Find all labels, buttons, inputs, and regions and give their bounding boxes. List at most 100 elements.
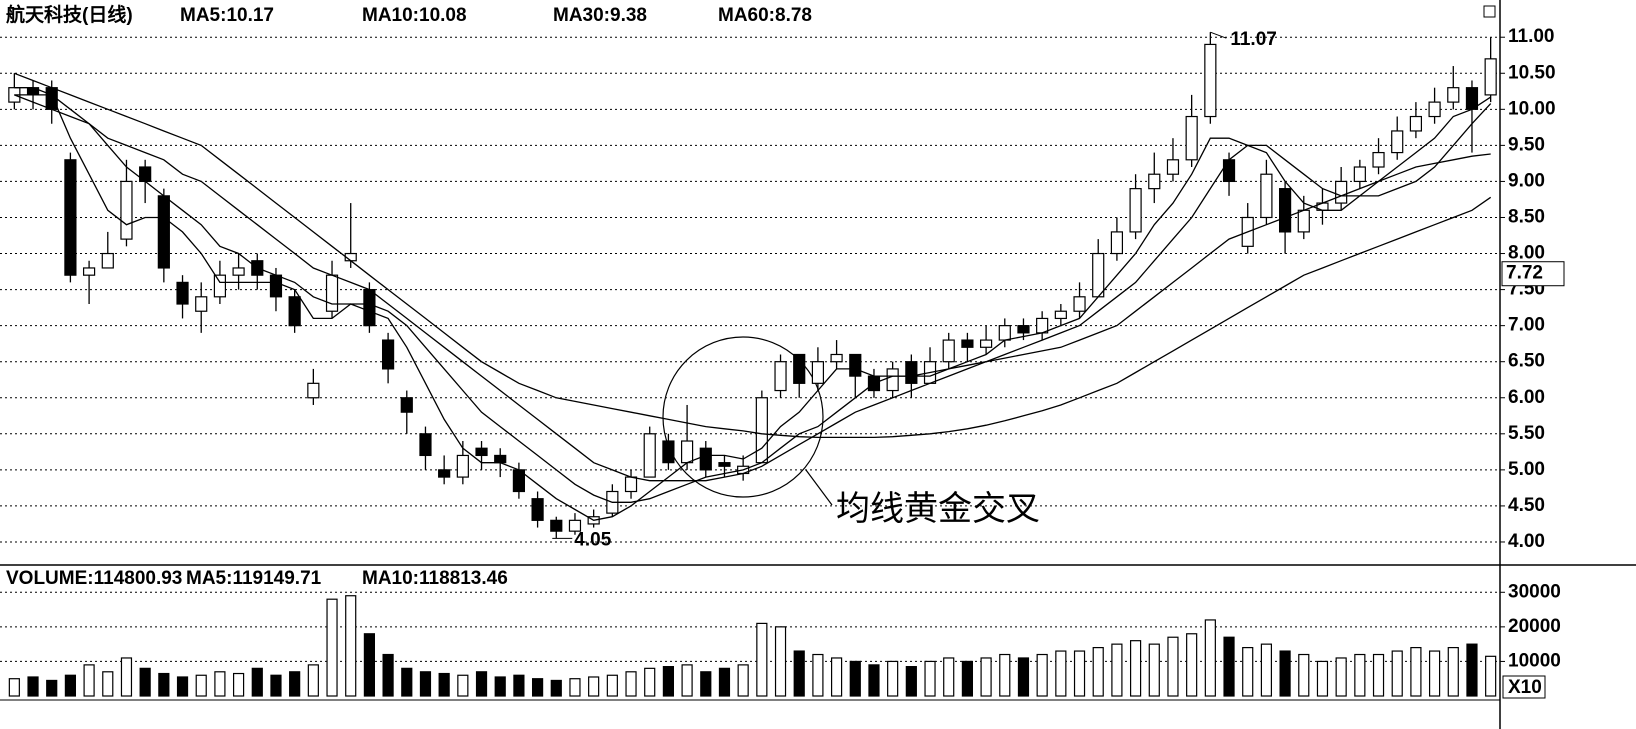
candle-body xyxy=(1447,87,1460,103)
candle-body xyxy=(1484,58,1497,96)
volume-bar xyxy=(644,667,656,697)
volume-bar xyxy=(1372,653,1385,697)
volume-bar xyxy=(1391,650,1403,697)
high-pointer xyxy=(1210,31,1227,39)
candle-body xyxy=(1222,159,1236,183)
candle-body xyxy=(1335,180,1348,204)
volume-bar xyxy=(1316,660,1329,697)
volume-bar xyxy=(830,657,843,697)
volume-bar xyxy=(718,667,731,697)
volume-bar xyxy=(195,674,207,697)
y-tick-label: 5.00 xyxy=(1508,459,1545,480)
volume-bar xyxy=(1242,646,1254,697)
volume-bar xyxy=(868,664,880,697)
candle-body xyxy=(82,267,96,276)
volume-bar xyxy=(1447,646,1459,697)
volume-bar xyxy=(326,598,338,697)
candle-body xyxy=(1185,115,1198,161)
volume-header: MA5:119149.71 xyxy=(186,568,322,589)
y-tick-label: 11.00 xyxy=(1508,26,1555,47)
volume-bar xyxy=(345,595,357,697)
volume-header: VOLUME:114800.93 xyxy=(6,568,182,589)
y-tick-label: 9.00 xyxy=(1508,170,1545,191)
volume-bar xyxy=(1260,643,1273,697)
volume-bar xyxy=(1129,640,1142,697)
volume-bar xyxy=(961,660,974,697)
candle-body xyxy=(624,476,638,493)
volume-bar xyxy=(905,666,917,697)
candle-body xyxy=(830,353,843,363)
volume-bar xyxy=(700,671,712,697)
volume-bar xyxy=(1466,643,1478,697)
volume-bar xyxy=(1298,653,1310,697)
volume-bar xyxy=(120,657,133,697)
volume-bar xyxy=(382,653,394,697)
annotation-pointer xyxy=(805,469,833,506)
volume-bar xyxy=(531,678,544,697)
candle-body xyxy=(755,397,768,464)
volume-bar xyxy=(158,672,170,697)
volume-bar xyxy=(1204,619,1216,697)
volume-bar xyxy=(1167,636,1179,697)
candle-body xyxy=(1353,166,1366,183)
volume-bar xyxy=(251,667,263,697)
volume-bar xyxy=(270,674,282,697)
volume-bar xyxy=(1485,655,1497,697)
volume-bar xyxy=(550,679,562,697)
volume-bar xyxy=(1279,650,1291,697)
candle-body xyxy=(213,274,227,298)
candle-body xyxy=(1260,173,1273,219)
candle-body xyxy=(1148,173,1161,190)
candle-body xyxy=(232,267,245,276)
candle-body xyxy=(381,339,395,370)
candle-body xyxy=(1204,43,1217,118)
volume-bar xyxy=(793,650,805,697)
candle-body xyxy=(307,382,320,399)
volume-bar xyxy=(812,653,824,697)
legend-entry: MA30:9.38 xyxy=(553,5,647,26)
volume-bar xyxy=(27,676,39,697)
volume-bar xyxy=(457,674,469,697)
y-tick-label: 8.50 xyxy=(1508,206,1545,227)
candle-body xyxy=(1073,296,1086,312)
volume-bar xyxy=(756,622,768,697)
candle-body xyxy=(494,454,507,464)
volume-bar xyxy=(1036,653,1048,697)
volume-bar xyxy=(46,679,58,697)
annotation: 均线黄金交叉 xyxy=(836,490,1040,528)
annotation-circle xyxy=(662,336,824,498)
volume-bar xyxy=(774,626,787,697)
legend-entry: MA5:10.17 xyxy=(180,5,274,26)
candle-body xyxy=(849,353,862,377)
volume-bar xyxy=(1410,646,1422,697)
legend-entry: MA60:8.78 xyxy=(718,5,812,26)
candle-body xyxy=(438,469,451,478)
volume-bar xyxy=(176,676,189,697)
volume-bar xyxy=(1017,657,1030,697)
candle-body xyxy=(1129,188,1142,233)
candle-body xyxy=(1428,101,1441,118)
volume-bar xyxy=(1186,633,1198,697)
volume-bar xyxy=(139,667,151,697)
candle-body xyxy=(811,361,825,384)
volume-bar xyxy=(943,657,955,697)
volume-bar xyxy=(214,671,226,697)
price-marker-label: 7.72 xyxy=(1506,263,1543,284)
volume-bar xyxy=(1073,650,1086,697)
volume-bar xyxy=(494,676,506,697)
volume-bar xyxy=(419,671,432,697)
candle-body xyxy=(643,433,656,478)
volume-bar xyxy=(475,671,488,697)
candle-body xyxy=(793,353,806,384)
candle-body xyxy=(475,447,488,457)
window-button[interactable] xyxy=(1483,5,1496,18)
candle-body xyxy=(774,361,787,392)
candle-body xyxy=(325,274,339,312)
candle-body xyxy=(139,166,152,183)
volume-bar xyxy=(887,660,899,697)
y-tick-label: 6.50 xyxy=(1508,351,1545,372)
volume-header: MA10:118813.46 xyxy=(362,568,508,589)
volume-bar xyxy=(64,674,77,697)
volume-bar xyxy=(1055,650,1067,697)
candle-body xyxy=(718,462,731,467)
